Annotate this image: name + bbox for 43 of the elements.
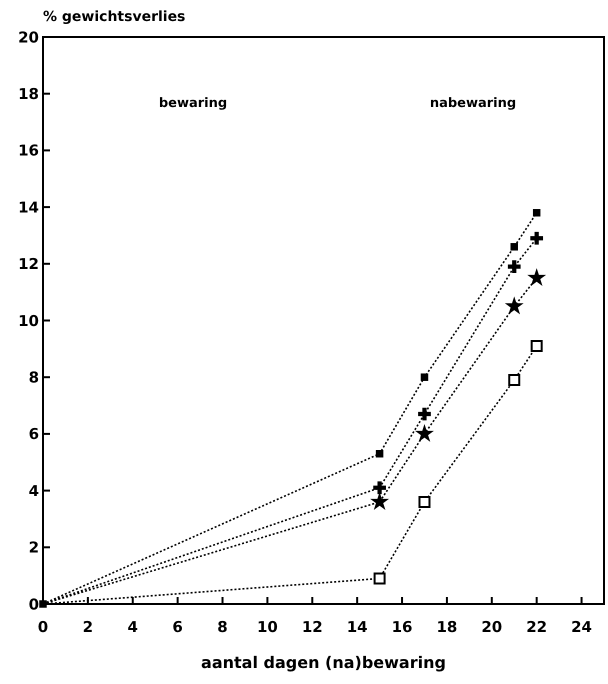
x-axis-title: aantal dagen (na)bewaring	[201, 653, 446, 672]
y-tick-label: 20	[18, 28, 39, 46]
point	[504, 296, 524, 314]
x-tick-label: 18	[436, 618, 458, 636]
y-axis-title: % gewichtsverlies	[43, 9, 186, 25]
point	[376, 450, 384, 458]
x-tick-label: 10	[256, 618, 278, 636]
point	[374, 572, 386, 584]
point	[530, 232, 544, 245]
annotation: bewaring	[158, 96, 228, 111]
y-tick-label: 6	[28, 425, 39, 444]
point	[420, 373, 428, 381]
point	[510, 243, 518, 251]
y-tick-label: 0	[28, 595, 39, 614]
x-tick-label: 12	[302, 618, 323, 636]
y-tick-label: 4	[28, 482, 39, 500]
y-tick-label: 18	[18, 84, 39, 103]
y-tick-label: 12	[18, 255, 39, 274]
y-tick-label: 8	[28, 368, 39, 386]
x-tick-label: 22	[526, 618, 548, 636]
x-tick-label: 8	[217, 618, 228, 636]
point	[532, 209, 540, 217]
y-tick-label: 16	[18, 142, 39, 160]
x-tick-label: 6	[172, 618, 183, 636]
point	[508, 260, 521, 273]
annotation: nabewaring	[430, 96, 516, 111]
point	[415, 424, 434, 442]
x-tick-label: 24	[571, 618, 592, 636]
y-tick-label: 2	[28, 538, 39, 557]
x-tick-label: 4	[128, 618, 138, 636]
point	[527, 268, 546, 286]
y-tick-label: 14	[18, 198, 39, 216]
x-tick-label: 14	[346, 618, 368, 636]
x-tick-label: 2	[82, 618, 94, 636]
point	[508, 374, 520, 386]
x-tick-label: 20	[481, 618, 502, 636]
point	[373, 481, 386, 494]
point	[530, 340, 543, 352]
point	[418, 408, 431, 420]
point	[370, 492, 390, 510]
x-tick-label: 16	[392, 618, 412, 636]
point	[418, 496, 430, 508]
y-tick-label: 10	[18, 312, 39, 330]
